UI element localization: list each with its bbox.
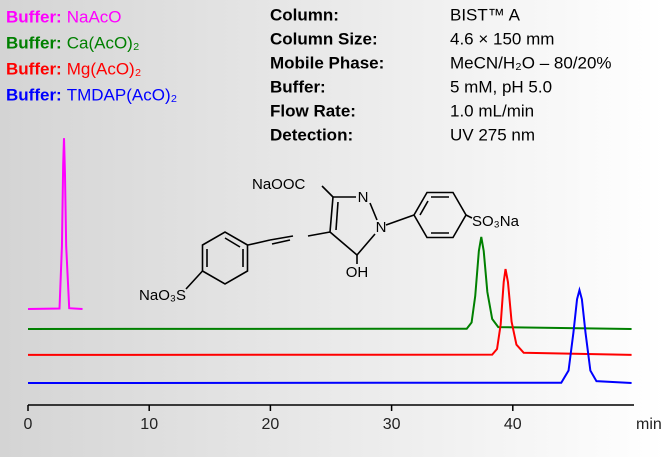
info-value: 4.6 × 150 mm [450, 29, 554, 48]
annotation: N [358, 189, 369, 206]
annotation: NaO₃S [139, 287, 186, 304]
legend-prefix: Buffer: [6, 33, 62, 52]
info-label: Flow Rate: [270, 101, 356, 120]
info-value: 5 mM, pH 5.0 [450, 77, 552, 96]
legend-prefix: Buffer: [6, 59, 62, 78]
legend-label: NaAcO [67, 7, 122, 26]
legend-label: Ca(AcO)₂ [67, 33, 140, 52]
info-value: MeCN/H₂O – 80/20% [450, 53, 612, 72]
x-tick-label: 30 [383, 416, 401, 433]
annotation: NaOOC [252, 176, 306, 193]
x-tick-label: 10 [140, 416, 158, 433]
info-value: BIST™ A [450, 5, 521, 24]
legend-prefix: Buffer: [6, 7, 62, 26]
x-tick-label: 20 [262, 416, 280, 433]
annotation: SO₃Na [472, 213, 520, 230]
legend-label: TMDAP(AcO)₂ [67, 85, 177, 104]
x-tick-label: 40 [504, 416, 522, 433]
info-label: Buffer: [270, 77, 326, 96]
info-label: Mobile Phase: [270, 53, 384, 72]
annotation: OH [346, 264, 369, 281]
trace [27, 138, 83, 311]
molecule [185, 185, 473, 290]
x-axis-label: min [636, 416, 662, 433]
annotation: N [376, 219, 387, 236]
legend-prefix: Buffer: [6, 85, 62, 104]
info-label: Detection: [270, 125, 353, 144]
x-tick-label: 0 [24, 416, 33, 433]
info-value: UV 275 nm [450, 125, 535, 144]
trace [27, 236, 632, 330]
legend-label: Mg(AcO)₂ [67, 59, 142, 78]
info-label: Column Size: [270, 29, 378, 48]
info-label: Column: [270, 5, 339, 24]
trace [27, 286, 632, 384]
trace [27, 268, 632, 356]
info-value: 1.0 mL/min [450, 101, 534, 120]
